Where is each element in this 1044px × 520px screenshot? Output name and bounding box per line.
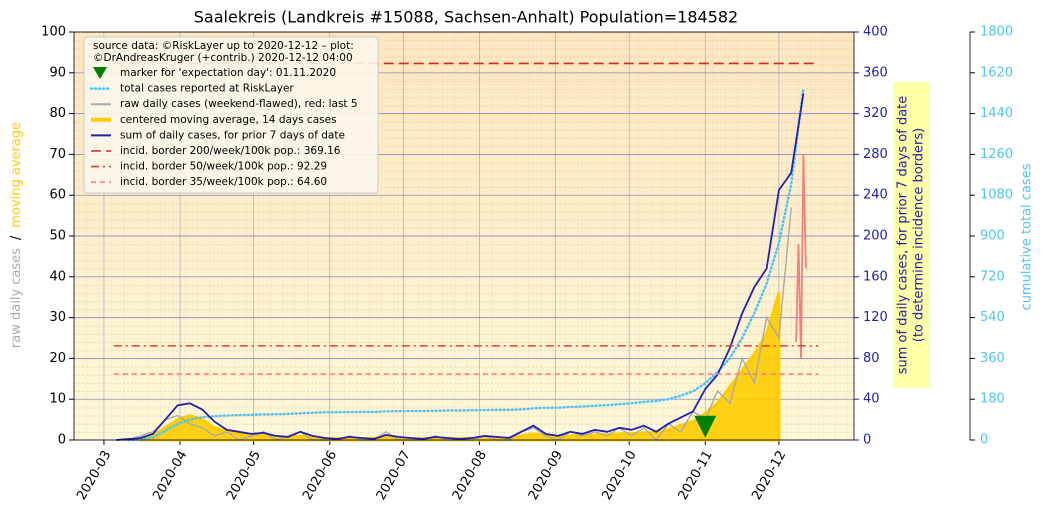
y2-tick-label: 120	[863, 310, 888, 325]
y3-tick-label: 0	[980, 433, 988, 448]
y-tick-label: 20	[49, 351, 66, 366]
source-text: source data: ©RiskLayer up to 2020-12-12…	[93, 40, 354, 52]
y-tick-label: 100	[41, 25, 66, 40]
y2-tick-label: 320	[863, 106, 888, 121]
y-tick-label: 50	[49, 229, 66, 244]
legend-marker	[93, 67, 107, 79]
y2-tick-label: 0	[863, 433, 871, 448]
y3-axis-label: cumulative total cases	[1020, 163, 1035, 310]
raw-last5-line	[795, 154, 807, 359]
y3-tick-label: 180	[980, 392, 1005, 407]
sum-line	[116, 93, 805, 441]
y-tick-label: 90	[49, 65, 66, 80]
legend-label: total cases reported at RiskLayer	[120, 83, 294, 95]
y3-tick-label: 360	[980, 351, 1005, 366]
y-tick-label: 0	[58, 433, 66, 448]
y-tick-label: 70	[49, 147, 66, 162]
y2-tick-label: 240	[863, 188, 888, 203]
y-label-raw: raw daily cases	[9, 248, 24, 348]
legend-label: sum of daily cases, for prior 7 days of …	[120, 129, 345, 141]
x-tick-label: 2020-04	[150, 448, 190, 503]
y2-tick-label: 200	[863, 229, 888, 244]
y3-tick-label: 720	[980, 269, 1005, 284]
y-tick-label: 80	[49, 106, 66, 121]
x-tick-label: 2020-10	[600, 448, 640, 503]
legend-label: incid. border 200/week/100k pop.: 369.16	[120, 145, 341, 157]
y2-axis-label: sum of daily cases, for prior 7 days of …	[896, 96, 911, 375]
x-tick-label: 2020-03	[74, 448, 114, 503]
y-tick-label: 40	[49, 269, 66, 284]
y3-tick-label: 1260	[980, 147, 1013, 162]
y2-tick-label: 40	[863, 392, 880, 407]
y-label-ma: moving average	[9, 122, 24, 228]
y3-tick-label: 1080	[980, 188, 1013, 203]
total-line	[127, 87, 805, 442]
source-text: ©DrAndreasKruger (+contrib.) 2020-12-12 …	[93, 52, 353, 64]
x-tick-label: 2020-06	[300, 448, 340, 503]
y3-tick-label: 540	[980, 310, 1005, 325]
legend-label: incid. border 50/week/100k pop.: 92.29	[120, 161, 327, 173]
legend-label: marker for 'expectation day': 01.11.2020	[120, 67, 336, 79]
legend-label: raw daily cases (weekend-flawed), red: l…	[120, 98, 358, 110]
y-label-sep: /	[9, 235, 24, 240]
y3-tick-label: 900	[980, 229, 1005, 244]
y2-tick-label: 280	[863, 147, 888, 162]
y3-tick-label: 1800	[980, 25, 1013, 40]
y3-tick-label: 1620	[980, 65, 1013, 80]
y2-axis-label: (to determine incidence borders)	[912, 128, 927, 343]
x-tick-label: 2020-08	[450, 448, 490, 503]
legend-label: incid. border 35/week/100k pop.: 64.60	[120, 176, 327, 188]
x-tick-label: 2020-07	[374, 448, 414, 503]
legend-box	[83, 36, 379, 194]
y2-tick-label: 400	[863, 25, 888, 40]
legend-label: centered moving average, 14 days cases	[120, 114, 337, 126]
y3-tick-label: 1440	[980, 106, 1013, 121]
chart-title: Saalekreis (Landkreis #15088, Sachsen-An…	[194, 8, 738, 27]
y2-tick-label: 360	[863, 65, 888, 80]
y2-tick-label: 160	[863, 269, 888, 284]
y-tick-label: 60	[49, 188, 66, 203]
x-tick-label: 2020-05	[224, 448, 264, 503]
y-axis-label: raw daily cases / moving average	[9, 122, 24, 348]
y2-tick-label: 80	[863, 351, 880, 366]
plot-frame	[73, 31, 855, 441]
y2-label-box	[893, 82, 930, 388]
y-tick-label: 30	[49, 310, 66, 325]
x-tick-label: 2020-11	[676, 448, 716, 503]
expectation-marker	[694, 415, 717, 438]
y-tick-label: 10	[49, 392, 66, 407]
x-tick-label: 2020-09	[526, 448, 566, 503]
x-tick-label: 2020-12	[749, 448, 789, 503]
